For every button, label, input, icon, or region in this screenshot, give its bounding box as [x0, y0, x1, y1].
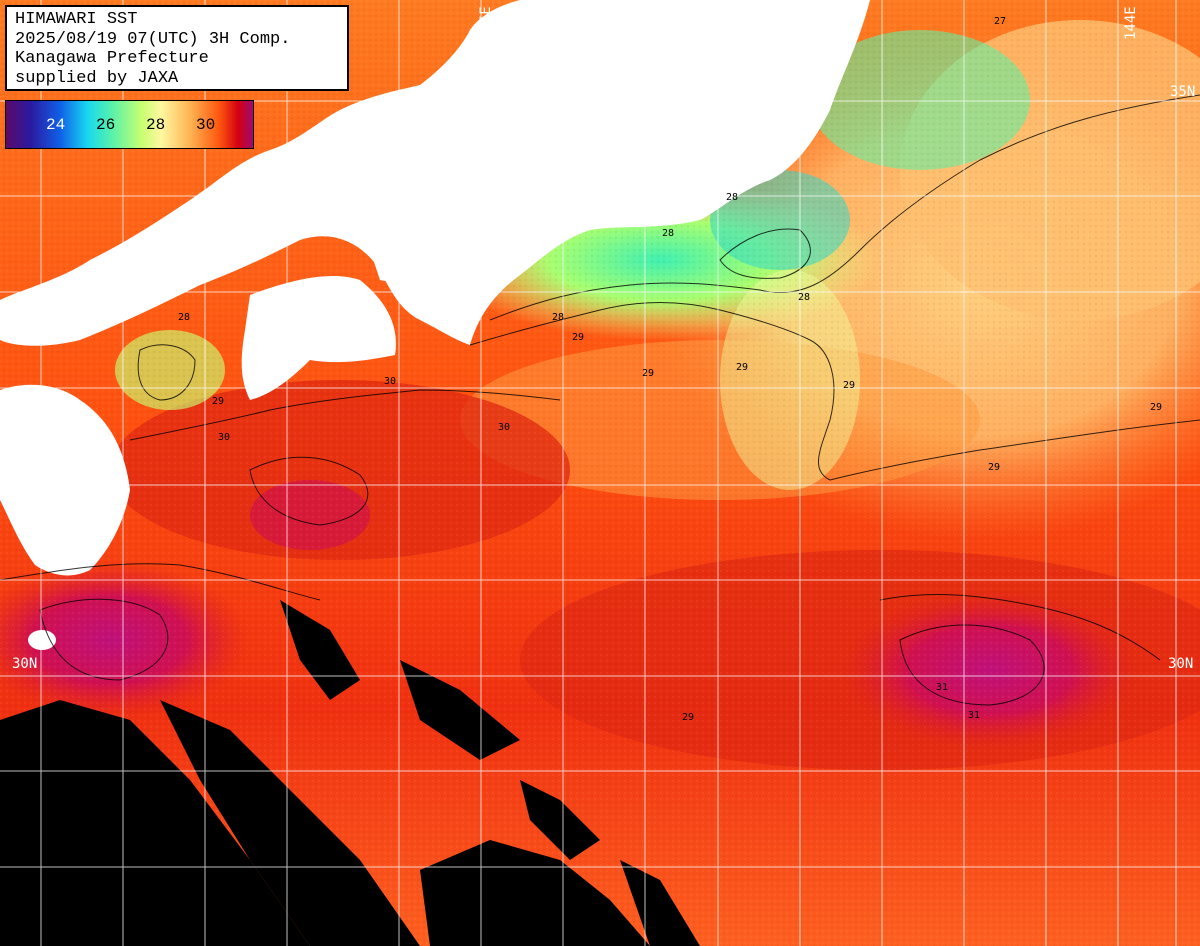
- satellite-title: HIMAWARI SST: [15, 10, 138, 29]
- legend-tick-24: 24: [46, 116, 66, 134]
- data-credit: supplied by JAXA: [15, 68, 179, 88]
- legend-tick-30: 30: [196, 116, 216, 134]
- contour-label: 31: [936, 682, 948, 693]
- composite-datetime: 2025/08/19 07(UTC) 3H Comp.: [15, 29, 291, 49]
- contour-label: 28: [178, 312, 190, 323]
- contour-label: 31: [968, 710, 980, 721]
- contour-label: 30: [384, 376, 396, 387]
- temperature-color-legend: 24 26 28 30: [5, 100, 254, 149]
- contour-label: 29: [212, 396, 224, 407]
- legend-tick-26: 26: [96, 116, 116, 134]
- land: [0, 0, 870, 650]
- contour-label: 29: [682, 712, 694, 723]
- contour-value-labels: 28 29 29 30 30 30 28 28 29 29 31 31 29 2…: [178, 16, 1162, 723]
- contour-label: 30: [218, 432, 230, 443]
- lon-label-144: 144E: [1123, 6, 1139, 40]
- legend-tick-28: 28: [146, 116, 166, 134]
- lat-label-30-right: 30N: [1168, 656, 1193, 672]
- provider-prefecture: Kanagawa Prefecture: [15, 49, 209, 68]
- contour-label: 29: [736, 362, 748, 373]
- contour-label: 30: [498, 422, 510, 433]
- contour-label: 28: [552, 312, 564, 323]
- contour-label: 28: [726, 192, 738, 203]
- contour-label: 29: [1150, 402, 1162, 413]
- contour-label: 28: [798, 292, 810, 303]
- lat-label-30-left: 30N: [12, 656, 37, 672]
- grid-labels: 135E 144E 35N 30N 30N: [12, 6, 1195, 672]
- contour-label: 29: [642, 368, 654, 379]
- contour-label: 27: [994, 16, 1006, 27]
- contour-label: 29: [572, 332, 584, 343]
- lat-label-35: 35N: [1170, 84, 1195, 100]
- contour-lines: [0, 94, 1200, 706]
- info-box: HIMAWARI SST 2025/08/19 07(UTC) 3H Comp.…: [5, 5, 349, 91]
- contour-label: 29: [988, 462, 1000, 473]
- lon-label-135: 135E: [478, 6, 494, 40]
- contour-label: 29: [843, 380, 855, 391]
- contour-label: 28: [662, 228, 674, 239]
